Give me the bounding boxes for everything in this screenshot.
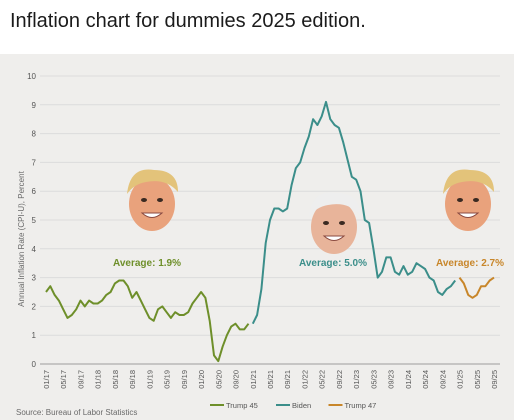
y-tick-labels: 0 1 2 3 4 5 6 7 8 9 10 [27,72,36,369]
y-axis-label: Annual Inflation Rate (CPI-U), Percent [17,170,26,306]
x-tick-label: 09/21 [283,370,292,389]
legend: Trump 45 Biden Trump 47 [210,401,376,410]
x-tick-label: 09/17 [76,370,85,389]
x-tick-label: 05/22 [318,370,327,389]
y-tick-label: 6 [32,187,37,196]
x-tick-label: 01/24 [404,370,413,389]
x-tick-label: 01/19 [145,370,154,389]
x-tick-label: 05/25 [473,370,482,389]
y-tick-label: 5 [32,216,37,225]
inflation-line-chart: 0 1 2 3 4 5 6 7 8 9 10 01/17 05/17 09/17 01/18 05/18 09… [16,72,504,417]
face-portraits [127,169,494,254]
x-tick-label: 09/22 [335,370,344,389]
x-tick-label: 09/23 [387,370,396,389]
x-tick-label: 05/23 [369,370,378,389]
y-tick-label: 2 [32,302,37,311]
series-line-biden [251,100,456,325]
x-tick-label: 01/23 [352,370,361,389]
x-tick-label: 05/18 [111,370,120,389]
x-tick-label: 05/20 [214,370,223,389]
x-tick-label: 09/18 [128,370,137,389]
x-tick-label: 09/20 [232,370,241,389]
x-tick-label: 05/21 [266,370,275,389]
legend-item: Trump 47 [328,401,377,410]
y-tick-label: 1 [32,331,37,340]
average-label: Average: 1.9% [113,258,181,269]
svg-text:Biden: Biden [292,401,311,410]
y-tick-label: 10 [27,72,36,81]
x-tick-label: 01/25 [456,370,465,389]
x-tick-label: 05/17 [59,370,68,389]
source-note: Source: Bureau of Labor Statistics [16,408,137,417]
x-tick-label: 01/21 [249,370,258,389]
average-label: Average: 2.7% [436,258,504,269]
x-tick-label: 09/24 [438,370,447,389]
y-tick-label: 8 [32,130,37,139]
series-line-trump-45 [45,279,250,363]
face-portrait [127,169,178,231]
x-tick-labels: 01/17 05/17 09/17 01/18 05/18 09/18 01/19 05/19… [42,370,499,389]
post-title: Inflation chart for dummies 2025 edition… [10,10,366,32]
y-tick-label: 0 [32,360,37,369]
y-tick-label: 3 [32,274,37,283]
legend-item: Biden [276,401,311,410]
x-tick-label: 05/24 [421,370,430,389]
face-portrait [443,169,494,231]
x-tick-label: 01/20 [197,370,206,389]
y-tick-label: 4 [32,245,37,254]
svg-text:Trump 47: Trump 47 [345,401,377,410]
y-tick-label: 7 [32,158,37,167]
face-portrait [309,192,360,254]
x-tick-label: 01/22 [300,370,309,389]
average-label: Average: 5.0% [299,258,367,269]
series-line-trump-47 [458,276,495,299]
series-lines [45,100,495,363]
x-tick-label: 01/17 [42,370,51,389]
chart-panel: 0 1 2 3 4 5 6 7 8 9 10 01/17 05/17 09/17 01/18 05/18 09… [0,54,514,420]
svg-text:Trump 45: Trump 45 [226,401,258,410]
legend-item: Trump 45 [210,401,258,410]
x-tick-label: 01/18 [94,370,103,389]
y-tick-label: 9 [32,101,37,110]
x-tick-label: 09/19 [180,370,189,389]
x-tick-label: 05/19 [163,370,172,389]
x-tick-label: 09/25 [490,370,499,389]
average-labels: Average: 1.9% Average: 5.0% Average: 2.7% [113,258,504,269]
